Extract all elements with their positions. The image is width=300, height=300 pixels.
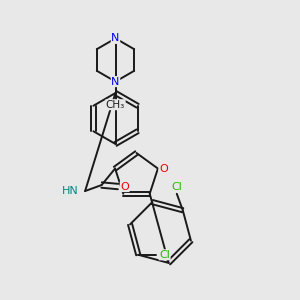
Text: N: N: [111, 33, 120, 43]
Text: N: N: [111, 76, 120, 87]
Text: Cl: Cl: [171, 182, 182, 192]
Text: HN: HN: [62, 186, 79, 196]
Text: CH₃: CH₃: [106, 100, 125, 110]
Text: O: O: [120, 182, 129, 191]
Text: Cl: Cl: [159, 250, 170, 260]
Text: O: O: [159, 164, 168, 173]
